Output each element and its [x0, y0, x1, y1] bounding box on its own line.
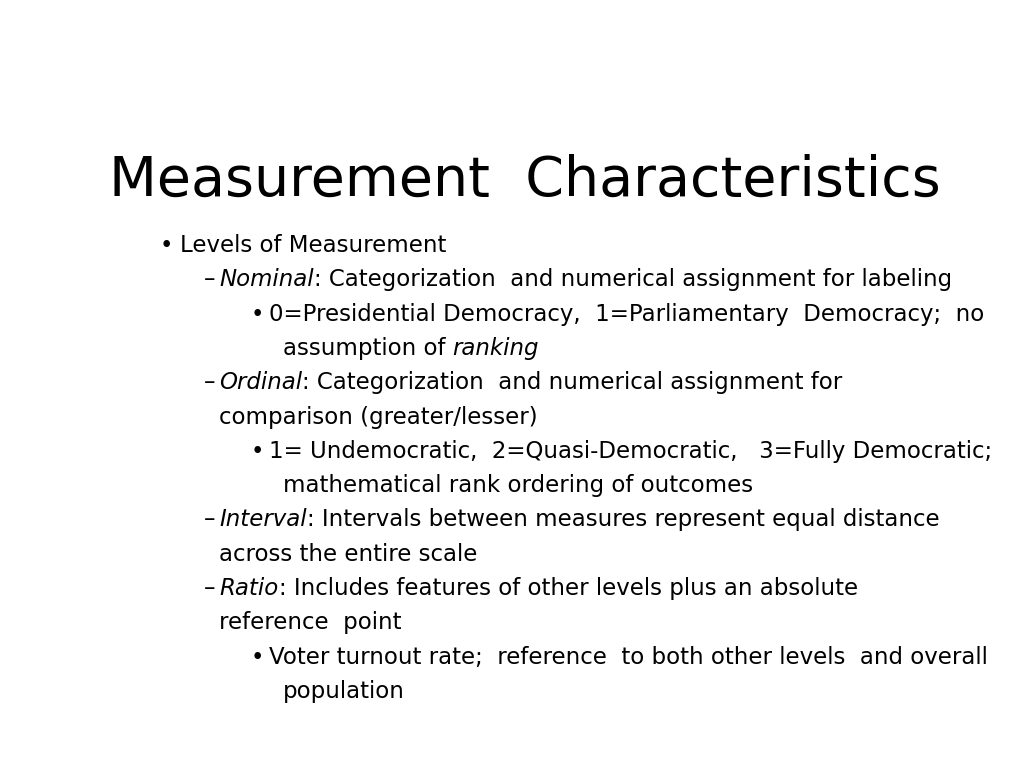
Text: –: – — [204, 371, 215, 394]
Text: Voter turnout rate;  reference  to both other levels  and overall: Voter turnout rate; reference to both ot… — [269, 646, 988, 669]
Text: Ratio: Ratio — [219, 577, 279, 600]
Text: •: • — [251, 440, 264, 463]
Text: Nominal: Nominal — [219, 268, 314, 291]
Text: Levels of Measurement: Levels of Measurement — [179, 234, 446, 257]
Text: : Includes features of other levels plus an absolute: : Includes features of other levels plus… — [279, 577, 858, 600]
Text: •: • — [251, 303, 264, 326]
Text: population: population — [283, 680, 404, 703]
Text: Measurement  Characteristics: Measurement Characteristics — [109, 154, 941, 208]
Text: : Categorization  and numerical assignment for labeling: : Categorization and numerical assignmen… — [314, 268, 952, 291]
Text: •: • — [160, 234, 173, 257]
Text: : Categorization  and numerical assignment for: : Categorization and numerical assignmen… — [302, 371, 843, 394]
Text: 0=Presidential Democracy,  1=Parliamentary  Democracy;  no: 0=Presidential Democracy, 1=Parliamentar… — [269, 303, 984, 326]
Text: : Intervals between measures represent equal distance: : Intervals between measures represent e… — [307, 508, 939, 531]
Text: mathematical rank ordering of outcomes: mathematical rank ordering of outcomes — [283, 474, 753, 497]
Text: Ordinal: Ordinal — [219, 371, 302, 394]
Text: –: – — [204, 268, 215, 291]
Text: across the entire scale: across the entire scale — [219, 543, 477, 566]
Text: Interval: Interval — [219, 508, 307, 531]
Text: reference  point: reference point — [219, 611, 401, 634]
Text: ranking: ranking — [453, 337, 539, 360]
Text: •: • — [251, 646, 264, 669]
Text: –: – — [204, 508, 215, 531]
Text: 1= Undemocratic,  2=Quasi-Democratic,   3=Fully Democratic;: 1= Undemocratic, 2=Quasi-Democratic, 3=F… — [269, 440, 992, 463]
Text: assumption of: assumption of — [283, 337, 453, 360]
Text: –: – — [204, 577, 215, 600]
Text: comparison (greater/lesser): comparison (greater/lesser) — [219, 406, 538, 429]
